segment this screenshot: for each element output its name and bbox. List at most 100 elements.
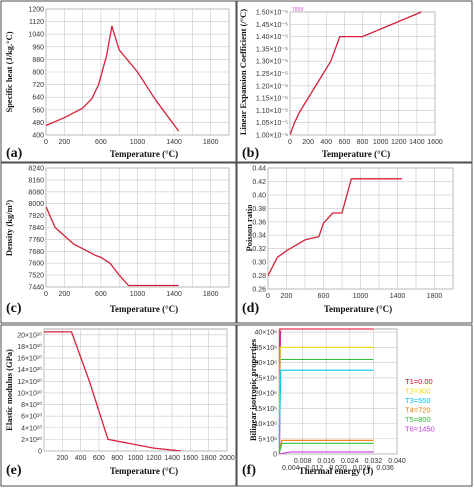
x-axis-label: Temperature (°C) (110, 466, 178, 476)
x-tick-label: 0.020 (329, 465, 347, 472)
panel-label: (a) (6, 146, 23, 161)
plot-area (278, 328, 398, 455)
y-tick-label: 1.35×10⁻⁵ (256, 46, 288, 53)
x-tick-label: 0.008 (294, 458, 312, 465)
y-tick-label: 720 (32, 82, 44, 89)
y-tick-label: 0.32 (252, 246, 266, 253)
y-tick-label: 8160 (28, 177, 44, 184)
panel-6: 0.008 0.016 0.024 0.032 0.040 0.004 0.012 0.020… (236, 324, 473, 487)
y-tick-label: 480 (32, 120, 44, 127)
x-tick-label: 800 (357, 139, 369, 146)
y-tick-label: 10×10¹⁰ (17, 389, 42, 397)
x-tick-label: 1800 (427, 293, 443, 300)
data-line (46, 206, 179, 287)
y-tick-label: 0.38 (252, 206, 266, 213)
x-tick-label: 1800 (203, 291, 219, 298)
y-tick-label: 18×10¹⁰ (17, 343, 42, 351)
x-tick-label: 1400 (164, 455, 180, 462)
x-tick-label: 200 (56, 455, 68, 462)
panel-4: 0 200 600 1000 1400 1800 0.26 0.28 0.30 0.32 0.34 0… (236, 162, 473, 324)
y-tick-label: 4×10¹⁰ (21, 424, 42, 432)
y-tick-label: 880 (32, 57, 44, 64)
y-tick-label: 7440 (28, 285, 44, 292)
y-tick-label: 14×10¹⁰ (17, 366, 42, 374)
y-tick-label: 0.26 (252, 287, 266, 294)
y-tick-label: 7680 (28, 249, 44, 256)
y-tick-label: 30×10⁶ (254, 360, 277, 367)
x-tick-label: 0 (266, 293, 270, 300)
y-tick-label: 1.20×10⁻⁵ (256, 83, 288, 90)
y-axis-label: Linear Expansion Coefficient (/°C) (238, 9, 248, 135)
y-tick-label: 2×10¹⁰ (21, 436, 42, 444)
y-tick-label: 0.42 (252, 179, 266, 186)
x-tick-label: 400 (320, 139, 332, 146)
y-tick-label: 20×10⁶ (254, 391, 277, 398)
y-tick-label: 0.30 (252, 260, 266, 267)
series-line (279, 369, 374, 454)
x-tick-label: 1600 (427, 139, 443, 146)
y-tick-label: 6×10¹⁰ (21, 413, 42, 421)
y-tick-label: 960 (32, 44, 44, 51)
y-axis-label: Elastic modulus (GPa) (4, 349, 14, 431)
y-tick-label: 25×10⁶ (254, 375, 277, 382)
x-tick-label: 600 (93, 455, 105, 462)
y-tick-label: 800 (32, 70, 44, 77)
data-line (46, 25, 180, 132)
x-tick-label: 0.032 (365, 458, 383, 465)
y-tick-label: 10×10⁶ (254, 421, 277, 428)
x-tick-label: 1000 (130, 139, 146, 146)
legend-entry: T3=550 (405, 396, 431, 405)
x-tick-label: 1800 (203, 139, 219, 146)
y-tick-label: 1.40×10⁻⁵ (256, 34, 288, 41)
data-line (290, 11, 422, 135)
x-tick-label: 1600 (183, 455, 199, 462)
x-tick-label: 0 (44, 291, 48, 298)
y-tick-label: 0 (273, 452, 277, 459)
annotation: 7888 (292, 7, 303, 13)
x-tick-label: 1000 (128, 455, 144, 462)
y-tick-label: 8000 (28, 201, 44, 208)
y-tick-label: 1200 (28, 7, 44, 14)
y-tick-label: 1120 (29, 19, 44, 26)
x-tick-label: 0 (44, 139, 48, 146)
x-tick-label: 0.024 (341, 458, 359, 465)
panel-2: 0 200 400 600 800 1000 1200 1400 1600 1.00×10⁻⁵ 1.… (236, 0, 473, 163)
legend-entry: T5=800 (405, 415, 431, 424)
x-tick-label: 1400 (166, 291, 182, 298)
y-tick-label: 7760 (28, 237, 44, 244)
y-tick-label: 0 (38, 449, 42, 456)
x-tick-label: 0.016 (317, 458, 335, 465)
y-tick-label: 16×10¹⁰ (17, 355, 42, 363)
y-tick-label: 1.10×10⁻⁵ (256, 108, 288, 115)
x-tick-label: 0.012 (306, 465, 324, 472)
y-tick-label: 0.40 (252, 192, 266, 199)
y-tick-label: 0.34 (252, 233, 266, 240)
panel-5: 200 400 600 800 1000 1200 1400 1600 1800 2000 0 2×1… (0, 324, 237, 487)
y-tick-label: 0.28 (252, 273, 266, 280)
y-tick-label: 1.05×10⁻⁵ (256, 120, 288, 127)
legend-entry: T6=1450 (405, 425, 435, 434)
panel-1: 0 200 600 1000 1400 1800 400 480 560 640 720 800 880… (0, 0, 237, 163)
y-tick-label: 1.00×10⁻⁵ (256, 133, 288, 140)
x-tick-label: 1000 (130, 291, 146, 298)
x-axis-label: Thermal energy (J) (299, 466, 373, 476)
x-tick-label: 0.004 (282, 465, 300, 472)
x-axis-label: Temperature (°C) (324, 304, 392, 314)
panel-label: (d) (242, 301, 259, 316)
y-tick-label: 8×10¹⁰ (21, 401, 42, 409)
x-tick-label: 1000 (353, 293, 369, 300)
y-tick-label: 0.36 (252, 219, 266, 226)
x-tick-label: 600 (339, 139, 351, 146)
panel-3: 0 200 600 1000 1400 1800 7440 7520 7600 7680 7760 7… (0, 162, 237, 324)
y-tick-label: 400 (32, 133, 44, 140)
x-tick-label: 600 (95, 291, 107, 298)
x-axis-label: Temperature (°C) (322, 149, 390, 159)
y-tick-label: 560 (32, 107, 44, 114)
x-tick-label: 600 (95, 139, 107, 146)
x-tick-label: 600 (318, 293, 330, 300)
x-tick-label: 1400 (390, 293, 406, 300)
legend-entry: T1=0.00 (405, 377, 433, 386)
y-tick-label: 1.30×10⁻⁵ (256, 59, 288, 66)
data-line (268, 178, 403, 276)
